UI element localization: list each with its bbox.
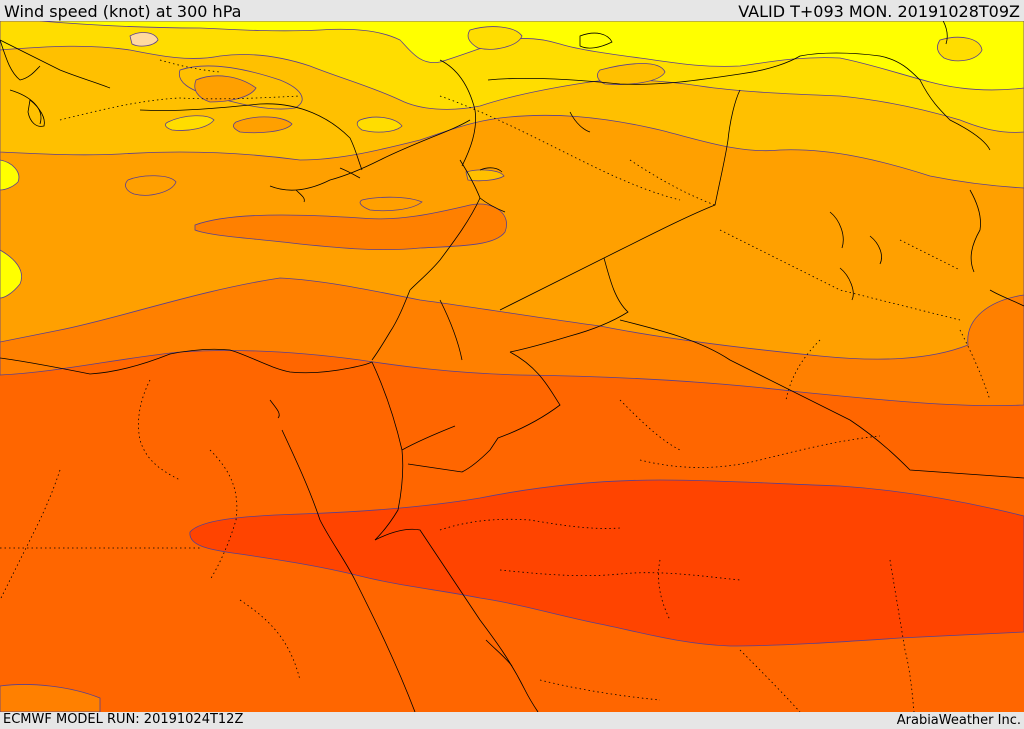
band-7-jet-core bbox=[189, 479, 1024, 647]
band-3-patch-2 bbox=[597, 63, 666, 85]
map-title: Wind speed (knot) at 300 hPa bbox=[4, 2, 242, 21]
model-run: ECMWF MODEL RUN: 20191024T12Z bbox=[3, 712, 244, 727]
band-5-patch bbox=[194, 203, 507, 251]
band-4-patch-2 bbox=[232, 116, 293, 134]
band-1-area bbox=[39, 21, 1024, 91]
coastlines bbox=[0, 21, 1024, 712]
valid-time: VALID T+093 MON. 20191028T09Z bbox=[738, 2, 1020, 21]
footer-bar: ECMWF MODEL RUN: 20191024T12Z ArabiaWeat… bbox=[0, 712, 1024, 729]
credit-text: ArabiaWeather Inc. bbox=[896, 713, 1021, 728]
band-4-patch bbox=[194, 75, 257, 103]
band-1-small-blob-2 bbox=[0, 249, 22, 299]
band-2-blob-east bbox=[936, 36, 983, 62]
band-2-small-blob-2 bbox=[356, 116, 403, 133]
band-4-small-blob-2 bbox=[359, 196, 423, 212]
band-2-small-blob bbox=[165, 115, 215, 131]
header-bar: Wind speed (knot) at 300 hPa VALID T+093… bbox=[0, 0, 1024, 21]
wind-speed-map bbox=[0, 21, 1024, 712]
band-2-blob bbox=[467, 26, 523, 50]
band-1-small-blob bbox=[0, 159, 20, 191]
band-4-small-blob bbox=[125, 175, 177, 196]
internal-borders bbox=[0, 59, 991, 712]
band-5-corner bbox=[0, 684, 101, 712]
pale-blob bbox=[129, 32, 159, 47]
